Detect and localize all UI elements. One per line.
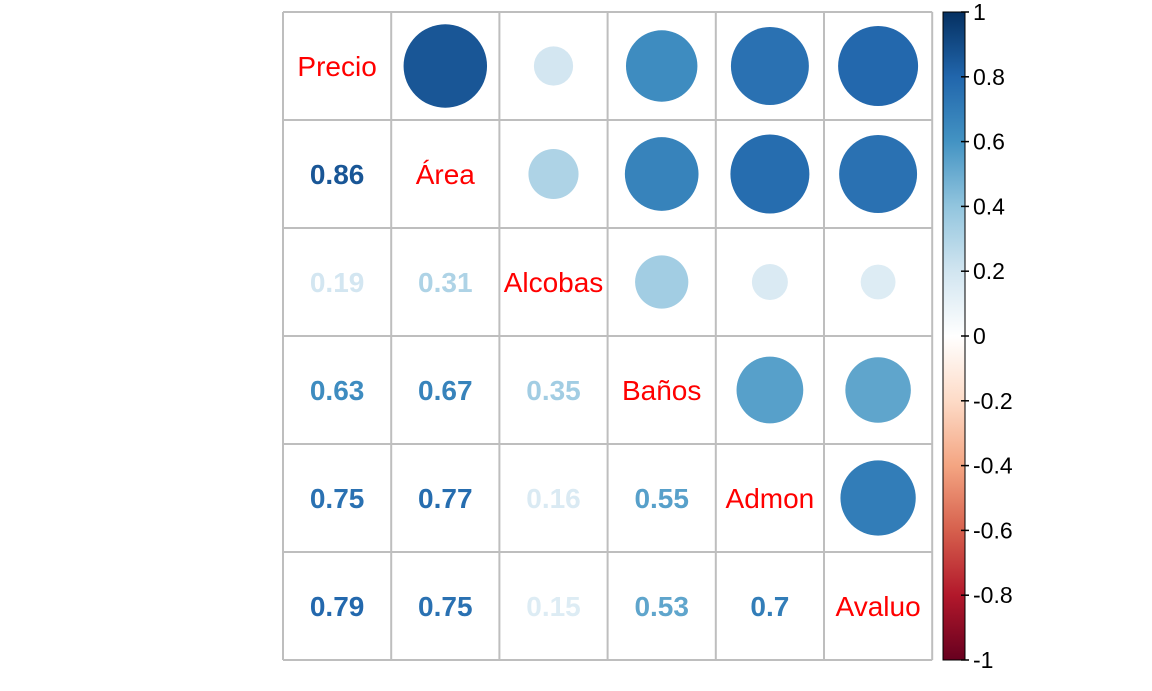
correlation-value-1-0: 0.86 bbox=[310, 159, 365, 190]
correlation-circle-0-5 bbox=[838, 26, 919, 106]
correlation-value-2-0: 0.19 bbox=[310, 267, 365, 298]
variable-label-0: Precio bbox=[297, 51, 376, 82]
colorbar-tick-label: 0.8 bbox=[973, 64, 1005, 90]
colorbar-tick-label: 1 bbox=[973, 0, 986, 25]
colorbar-tick-label: 0.2 bbox=[973, 258, 1005, 284]
correlation-cells: Precio 0.86 Área 0.19 0.31 Alcobas 0.63 0.67 0.3… bbox=[297, 24, 921, 622]
variable-label-1: Área bbox=[416, 159, 476, 190]
correlation-value-5-2: 0.15 bbox=[526, 591, 581, 622]
colorbar-tick-label: -0.2 bbox=[973, 388, 1013, 414]
correlation-value-5-3: 0.53 bbox=[634, 591, 689, 622]
correlation-circle-3-4 bbox=[736, 356, 804, 424]
correlation-circle-2-4 bbox=[751, 264, 788, 300]
correlation-circle-1-5 bbox=[839, 135, 918, 213]
correlation-circle-2-3 bbox=[635, 255, 689, 309]
correlation-value-2-1: 0.31 bbox=[418, 267, 473, 298]
correlation-value-4-0: 0.75 bbox=[310, 483, 365, 514]
correlation-circle-1-2 bbox=[528, 148, 579, 200]
correlation-circle-0-2 bbox=[533, 46, 574, 86]
colorbar-tick-label: -0.8 bbox=[973, 582, 1013, 608]
colorbar-tick-label: 0.6 bbox=[973, 129, 1005, 155]
correlation-circle-1-3 bbox=[624, 137, 699, 211]
correlation-circle-3-5 bbox=[845, 357, 911, 423]
correlation-value-3-0: 0.63 bbox=[310, 375, 365, 406]
correlation-value-3-2: 0.35 bbox=[526, 375, 581, 406]
correlation-value-4-2: 0.16 bbox=[526, 483, 581, 514]
correlation-circle-0-1 bbox=[403, 24, 488, 108]
colorbar-tick-label: 0.4 bbox=[973, 193, 1005, 219]
colorbar-tick-label: -0.6 bbox=[973, 517, 1013, 543]
correlation-circle-0-4 bbox=[730, 27, 809, 105]
correlation-value-5-0: 0.79 bbox=[310, 591, 365, 622]
variable-label-2: Alcobas bbox=[504, 267, 604, 298]
colorbar-tick-label: 0 bbox=[973, 323, 986, 349]
colorbar-tick-label: -0.4 bbox=[973, 453, 1013, 479]
correlation-circle-1-4 bbox=[730, 134, 810, 214]
correlation-value-5-4: 0.7 bbox=[750, 591, 789, 622]
colorbar: 1 0.8 0.6 0.4 0.2 0 -0.2 -0.4 -0.6 -0.8 -1 bbox=[942, 0, 1013, 673]
correlation-value-5-1: 0.75 bbox=[418, 591, 473, 622]
correlation-circle-4-5 bbox=[840, 460, 916, 536]
variable-label-3: Baños bbox=[622, 375, 701, 406]
colorbar-tick-label: -1 bbox=[973, 647, 993, 673]
correlation-circle-2-5 bbox=[860, 264, 896, 300]
correlation-value-4-1: 0.77 bbox=[418, 483, 473, 514]
variable-label-4: Admon bbox=[726, 483, 815, 514]
correlation-value-3-1: 0.67 bbox=[418, 375, 473, 406]
correlation-value-4-3: 0.55 bbox=[634, 483, 689, 514]
correlation-circle-0-3 bbox=[625, 30, 698, 102]
variable-label-5: Avaluo bbox=[836, 591, 921, 622]
correlation-grid bbox=[282, 11, 934, 661]
